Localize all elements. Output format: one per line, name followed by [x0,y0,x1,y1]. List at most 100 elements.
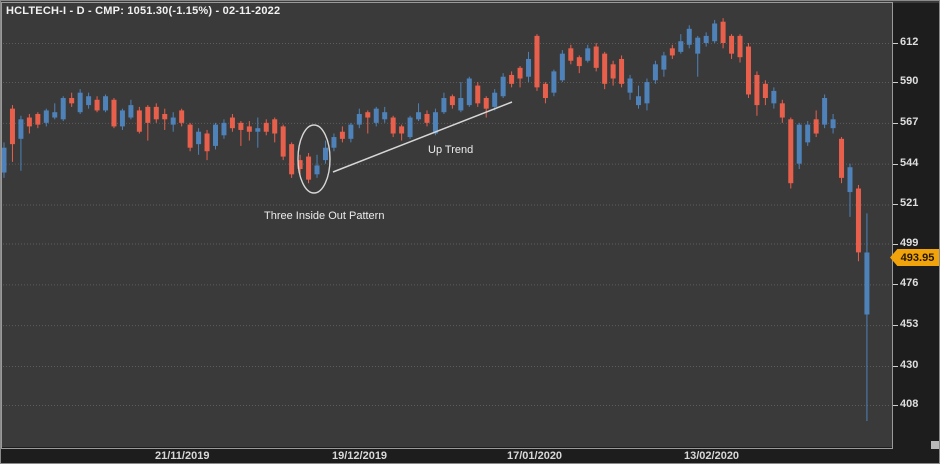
candle-body [568,48,574,61]
y-axis-label: 544 [900,156,919,169]
candle-body [43,110,49,123]
y-axis-label: 476 [900,277,919,290]
y-axis-tick [893,243,898,245]
candle-body [86,96,92,106]
candle-body [695,37,701,54]
candle-body [796,124,802,164]
pattern-annotation-label[interactable]: Three Inside Out Pattern [264,210,385,222]
candle-body [500,76,506,97]
pattern-ellipse-annotation[interactable] [297,124,331,194]
y-axis-label: 453 [900,318,919,331]
candle-body [475,85,481,104]
trend-annotation-label[interactable]: Up Trend [428,144,474,156]
candle-body [26,117,32,127]
candle-body [737,35,743,58]
candle-body [196,131,202,145]
candle-body [52,112,58,118]
x-axis-label: 21/11/2019 [155,450,210,462]
candle-body [339,131,345,139]
candle-body [661,55,667,70]
candle-body [382,112,388,120]
candle-body [458,98,464,111]
trendline-annotation[interactable] [332,101,513,173]
candle-body [204,133,210,152]
candle-body [246,126,252,132]
candle-body [847,167,853,193]
candle-body [678,41,684,52]
candle-body [399,126,405,134]
y-axis-tick [893,284,898,286]
candle-body [432,112,438,134]
candle-body [449,96,455,106]
y-axis-label: 499 [900,236,919,249]
candle-body [534,35,540,88]
candle-body [627,78,633,93]
candle-body [373,108,379,123]
candle-body [255,128,261,132]
candle-body [69,98,75,104]
candle-body [365,112,371,118]
scrollbar-corner [931,441,939,449]
candle-body [483,98,489,109]
chart-title: HCLTECH-I - D - CMP: 1051.30(-1.15%) - 0… [6,5,281,17]
candle-body [103,96,109,111]
candle-body [314,165,320,175]
candle-body [9,108,15,145]
candle-body [526,58,532,77]
candle-body [805,124,811,143]
candle-body [762,83,768,99]
y-axis-panel [892,3,939,447]
last-price-badge: 493.95 [890,249,939,266]
candle-body [864,252,870,315]
candle-body [77,92,83,113]
y-axis-tick [893,43,898,44]
candle-body [229,117,235,129]
candle-body [289,144,295,175]
candle-body [855,188,861,253]
candle-body [517,67,523,79]
y-axis-tick [893,204,898,206]
candle-body [509,74,515,84]
candle-body [221,122,227,136]
last-price-value: 493.95 [900,251,935,264]
candle-body [238,122,244,130]
y-axis-tick [893,325,898,327]
candle-body [602,53,608,84]
candle-body [35,113,41,125]
candle-body [652,64,658,81]
candle-body [322,147,328,161]
candle-body [686,28,692,45]
y-axis-label: 430 [900,358,919,371]
candle-body [551,71,557,93]
candle-body [348,124,354,139]
candle-body [213,124,218,146]
candle-body [179,110,185,123]
candle-body [145,106,151,123]
candle-body [771,90,777,104]
candle-body [745,46,751,95]
candle-body [813,119,819,134]
candle-body [593,46,599,68]
candle-body [416,112,422,120]
x-axis-label: 13/02/2020 [684,450,740,462]
candle-body [636,96,641,106]
candle-body [170,117,176,125]
candle-body [492,92,498,107]
candle-body [128,105,134,118]
candle-body [94,99,100,111]
y-axis-label: 408 [900,398,919,410]
candle-body [331,137,337,148]
candle-body [407,117,413,138]
candle-body [272,119,278,134]
candle-body [187,124,193,148]
x-axis-label: 17/01/2020 [507,450,563,462]
y-axis-label: 612 [900,36,919,48]
candle-body [830,119,836,129]
candle-body [788,119,794,184]
candle-body [297,160,303,169]
candle-body [839,138,845,178]
candle-body [1,147,7,173]
candle-body [263,122,269,132]
candle-body [162,113,168,120]
